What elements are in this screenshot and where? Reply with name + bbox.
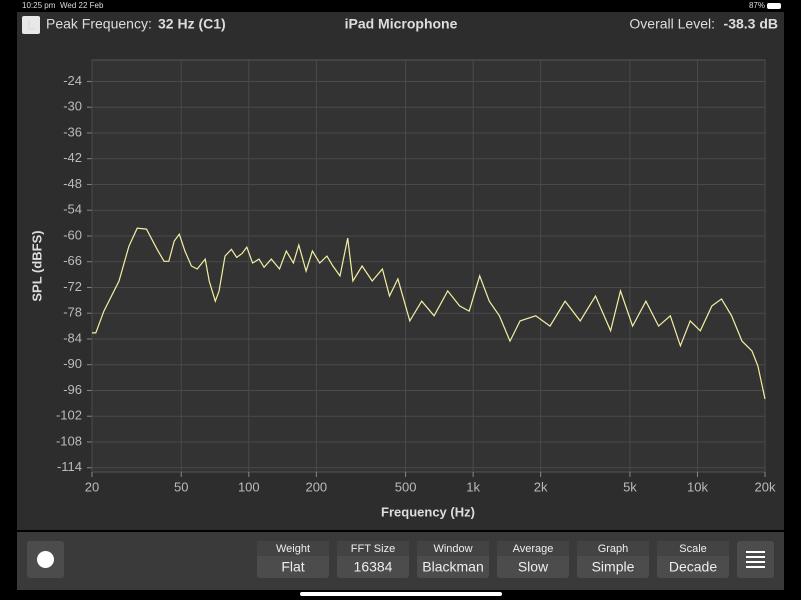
status-time: 10:25 pm <box>22 1 56 10</box>
y-tick-label: -48 <box>63 176 82 191</box>
control-label: Weight <box>276 543 310 555</box>
y-tick-label: -66 <box>63 253 82 268</box>
plot-area <box>91 59 766 473</box>
x-tick-label: 5k <box>623 479 637 494</box>
control-value: Flat <box>281 559 304 575</box>
y-tick-label: -84 <box>63 330 82 345</box>
y-tick-label: -72 <box>63 279 82 294</box>
y-tick-label: -36 <box>63 124 82 139</box>
x-tick-label: 500 <box>395 479 417 494</box>
menu-icon <box>746 551 765 568</box>
battery-icon <box>767 3 781 9</box>
control-label: FFT Size <box>351 543 395 555</box>
control-value: Blackman <box>422 559 483 575</box>
control-header <box>257 541 329 556</box>
y-tick-label: -78 <box>63 305 82 320</box>
control-value: Simple <box>592 559 635 575</box>
controls: Weight Flat FFT Size 16384 Window Blackman Ave… <box>257 541 729 578</box>
y-tick-label: -90 <box>63 356 82 371</box>
peak-label: Peak Frequency: <box>46 16 152 32</box>
channel-badge[interactable] <box>22 16 40 34</box>
x-tick-label: 100 <box>238 479 260 494</box>
y-tick-label: -96 <box>63 382 82 397</box>
home-indicator <box>300 592 502 596</box>
control-header <box>497 541 569 556</box>
level-value: -38.3 dB <box>724 16 778 32</box>
control-header <box>657 541 729 556</box>
control-label: Average <box>513 543 554 555</box>
control-header <box>577 541 649 556</box>
control-label: Graph <box>598 543 629 555</box>
status-battery: 87% <box>749 1 765 10</box>
y-tick-label: -30 <box>63 99 82 114</box>
spectrum-line <box>92 227 766 400</box>
control-label: Scale <box>679 543 707 555</box>
x-tick-label: 20 <box>85 479 99 494</box>
x-tick-label: 50 <box>174 479 188 494</box>
channel: L <box>27 17 35 32</box>
x-tick-label: 2k <box>534 479 548 494</box>
control-header <box>417 541 489 556</box>
x-tick-label: 200 <box>305 479 327 494</box>
level-label: Overall Level: <box>629 16 715 32</box>
control-value: Decade <box>669 559 717 575</box>
y-axis-title: SPL (dBFS) <box>29 230 44 301</box>
y-tick-label: -114 <box>57 459 82 474</box>
y-tick-label: -60 <box>63 227 82 242</box>
record-icon <box>37 551 54 568</box>
menu-button[interactable] <box>737 541 774 578</box>
peak-value: 32 Hz (C1) <box>158 16 226 32</box>
control-label: Window <box>433 543 472 555</box>
source: iPad Microphone <box>345 16 458 32</box>
control-value: 16384 <box>354 559 393 575</box>
status-date: Wed 22 Feb <box>60 1 104 10</box>
x-tick-label: 20k <box>755 479 776 494</box>
y-tick-label: -102 <box>56 408 82 423</box>
control-value: Slow <box>518 559 549 575</box>
y-tick-label: -108 <box>56 433 82 448</box>
y-tick-label: -24 <box>63 73 82 88</box>
x-tick-label: 10k <box>687 479 708 494</box>
y-tick-label: -54 <box>63 202 82 217</box>
y-tick-label: -42 <box>63 150 82 165</box>
plot: -24 -30 -36 -42 -48 -54 -60 -66 -72 -78 -84 -90 -96 -… <box>56 60 776 494</box>
control-header <box>337 541 409 556</box>
x-axis-title: Frequency (Hz) <box>381 504 475 519</box>
x-tick-label: 1k <box>466 479 480 494</box>
